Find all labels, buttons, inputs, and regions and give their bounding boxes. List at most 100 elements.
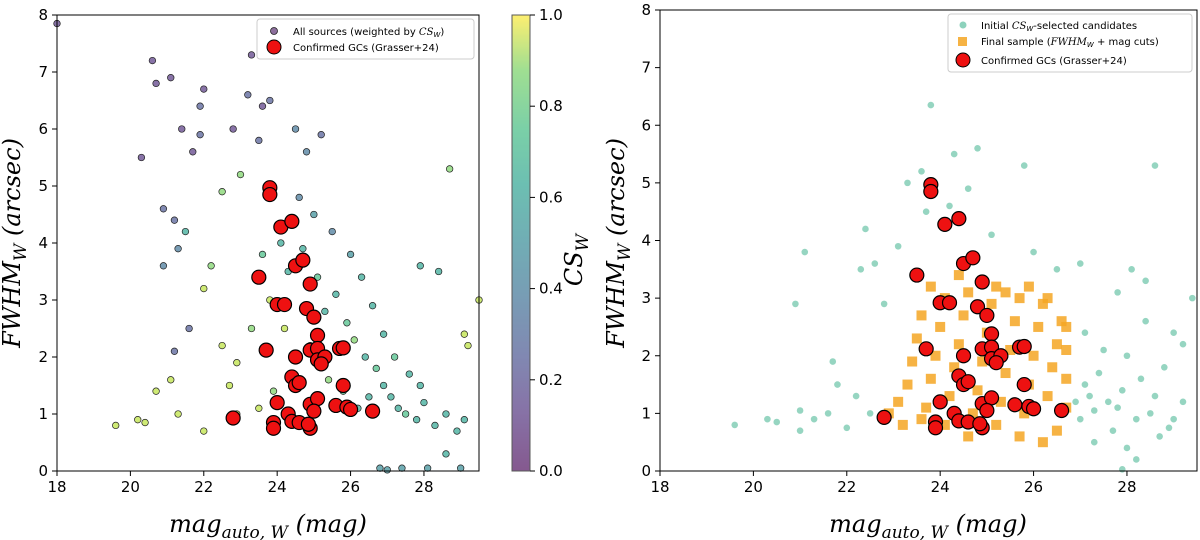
- right-x-tick-label: 22: [837, 478, 856, 496]
- right-series1-point: [995, 396, 1006, 407]
- right-series0-point: [1114, 289, 1121, 296]
- right-series0-point: [843, 424, 851, 432]
- right-series0-point: [1179, 398, 1187, 406]
- right-series0-point: [1161, 363, 1168, 371]
- left-series0-point: [431, 421, 439, 430]
- left-series0-point: [343, 319, 351, 327]
- left-legend-box: [256, 18, 475, 60]
- left-series0-point: [148, 56, 157, 65]
- left-series1-point: [335, 340, 351, 356]
- right-series1-point: [986, 298, 997, 309]
- left-series0-point: [460, 416, 468, 424]
- left-series0-point: [178, 125, 186, 133]
- left-series0-point: [200, 284, 208, 293]
- right-series1-point: [977, 356, 988, 367]
- right-y-tick-label: 8: [641, 1, 651, 19]
- left-series1-point: [258, 342, 274, 358]
- right-series0-point: [880, 300, 888, 308]
- right-series0-point: [1109, 427, 1117, 434]
- left-series0-point: [387, 393, 395, 401]
- left-series0-point: [434, 267, 443, 276]
- left-series0-point: [460, 330, 468, 338]
- right-series0-point: [1147, 410, 1154, 417]
- right-y-tick-label: 5: [641, 174, 651, 192]
- right-points-layer: [731, 101, 1196, 473]
- right-series0-point: [1095, 369, 1103, 377]
- right-series1-point: [953, 270, 964, 281]
- right-series1-point: [1014, 431, 1025, 442]
- left-series0-point: [167, 376, 175, 384]
- left-series0-point: [401, 410, 410, 418]
- left-series1-point: [306, 403, 322, 419]
- left-series0-point: [328, 227, 336, 236]
- left-series0-point: [185, 324, 193, 333]
- right-axes-frame: [659, 9, 1198, 472]
- left-series0-point: [416, 262, 424, 270]
- left-series1-point: [313, 356, 329, 372]
- right-series0-point: [1179, 340, 1187, 348]
- left-series0-point: [225, 381, 234, 390]
- left-series0-point: [368, 302, 377, 310]
- right-series1-point: [925, 373, 936, 384]
- right-series1-point: [1051, 425, 1062, 436]
- left-y-tick-label: 7: [38, 63, 48, 81]
- left-series0-point: [159, 262, 168, 270]
- right-series1-point: [949, 362, 960, 373]
- left-series0-point: [200, 427, 208, 435]
- right-series0-point: [1100, 346, 1107, 354]
- left-series0-point: [181, 227, 190, 236]
- left-series1-point: [284, 213, 300, 229]
- colorbar-tick-label: 0.2: [539, 371, 563, 389]
- right-y-tick-label: 0: [641, 462, 651, 480]
- right-series0-point: [918, 168, 925, 175]
- right-series0-point: [922, 208, 930, 215]
- right-legend-label-final: Final sample (FWHMW + mag cuts): [981, 37, 1159, 49]
- left-series0-point: [189, 148, 197, 156]
- left-series0-point: [200, 85, 208, 93]
- left-legend-marker-gc: [266, 39, 282, 55]
- left-series1-point: [251, 269, 267, 285]
- right-series0-point: [1104, 398, 1112, 406]
- colorbar-tick-label: 0.0: [539, 462, 563, 480]
- right-series0-point: [824, 410, 832, 417]
- left-series0-point: [317, 131, 325, 139]
- left-series1-point: [309, 391, 326, 407]
- left-series0-point: [361, 353, 369, 361]
- left-series0-point: [299, 245, 307, 253]
- right-series0-point: [1053, 266, 1061, 273]
- left-series0-point: [134, 416, 142, 424]
- right-series1-point: [916, 414, 927, 425]
- left-series0-point: [218, 188, 226, 196]
- colorbar-ticks: 0.0 0.2 0.4 0.6 0.8 1.0: [530, 6, 563, 480]
- left-series0-point: [255, 136, 263, 145]
- right-series2-point: [951, 211, 967, 227]
- right-series1-point: [1037, 437, 1048, 448]
- right-series0-point: [857, 266, 865, 273]
- right-series2-point: [983, 326, 1000, 342]
- right-series1-point: [1042, 391, 1053, 402]
- right-series2-point: [969, 299, 986, 315]
- left-series1-point: [309, 327, 326, 343]
- left-series0-point: [196, 102, 204, 110]
- right-series1-point: [1019, 408, 1030, 419]
- right-series2-point: [960, 374, 976, 390]
- right-series0-point: [1170, 415, 1177, 423]
- left-series0-point: [112, 421, 120, 430]
- left-series0-point: [321, 307, 329, 316]
- right-series0-point: [1118, 387, 1126, 394]
- right-series0-point: [1123, 444, 1131, 452]
- right-series2-point: [927, 420, 944, 436]
- left-series0-point: [442, 450, 450, 458]
- left-series0-point: [442, 410, 450, 418]
- left-series0-point: [457, 464, 465, 472]
- right-series2-point: [1016, 338, 1032, 355]
- left-series0-point: [152, 79, 160, 88]
- left-series0-point: [258, 102, 267, 110]
- left-series0-point: [174, 245, 182, 253]
- left-series0-point: [357, 273, 366, 281]
- left-y-tick-label: 6: [38, 120, 48, 138]
- left-y-tick-label: 1: [38, 405, 48, 423]
- colorbar-label: CSW: [560, 232, 593, 286]
- right-x-tick-label: 20: [744, 478, 763, 496]
- left-series1-point: [306, 309, 322, 325]
